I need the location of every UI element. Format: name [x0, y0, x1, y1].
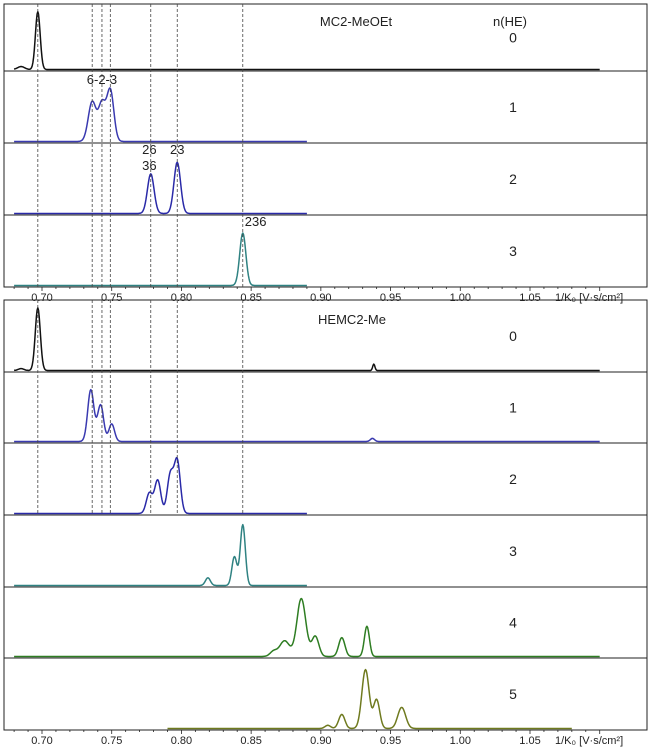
nhe-value-label: 3	[509, 543, 517, 559]
x-axis-label: 1/K₀ [V·s/cm²]	[555, 735, 623, 747]
nhe-value-label: 1	[509, 99, 517, 115]
trace-0-nhe-0	[13, 10, 600, 71]
x-tick-label: 0.80	[171, 292, 192, 304]
x-tick-label: 1.00	[450, 735, 471, 747]
x-tick-label: 0.90	[310, 292, 331, 304]
nhe-value-label: 1	[509, 400, 517, 416]
nhe-value-label: 2	[509, 171, 517, 187]
nhe-value-label: 5	[509, 686, 517, 702]
x-tick-label: 0.85	[240, 735, 261, 747]
x-tick-label: 0.90	[310, 735, 331, 747]
x-tick-label: 1.00	[450, 292, 471, 304]
trace-1-nhe-2	[14, 456, 307, 515]
x-axis-label: 1/K₀ [V·s/cm²]	[555, 292, 623, 304]
x-tick-label: 0.70	[31, 292, 52, 304]
trace-1-nhe-4	[14, 597, 600, 658]
peak-label: 36	[142, 158, 156, 173]
trace-0-nhe-2	[14, 161, 307, 215]
x-tick-label: 0.95	[380, 292, 401, 304]
panel-frame-0	[3, 3, 648, 288]
panel-title: HEMC2-Me	[318, 312, 386, 327]
x-tick-label: 0.70	[31, 735, 52, 747]
x-tick-label: 0.80	[171, 735, 192, 747]
peak-label: 236	[245, 214, 267, 229]
trace-0-nhe-3	[14, 232, 307, 287]
trace-1-nhe-5	[167, 668, 572, 730]
trace-0-nhe-1	[14, 87, 307, 143]
nhe-value-label: 0	[509, 30, 517, 46]
trace-1-nhe-3	[14, 523, 307, 587]
x-tick-label: 0.85	[240, 292, 261, 304]
x-tick-label: 1.05	[519, 735, 540, 747]
nhe-value-label: 3	[509, 243, 517, 259]
nhe-value-label: 0	[509, 328, 517, 344]
trace-1-nhe-0	[13, 307, 600, 372]
x-tick-label: 0.75	[101, 735, 122, 747]
nhe-header: n(HE)	[493, 14, 527, 29]
x-tick-label: 0.95	[380, 735, 401, 747]
nhe-value-label: 2	[509, 471, 517, 487]
x-tick-label: 0.75	[101, 292, 122, 304]
nhe-value-label: 4	[509, 615, 517, 631]
panel-title: MC2-MeOEt	[320, 14, 393, 29]
peak-label: 26	[142, 142, 156, 157]
x-tick-label: 1.05	[519, 292, 540, 304]
trace-1-nhe-1	[14, 388, 600, 443]
